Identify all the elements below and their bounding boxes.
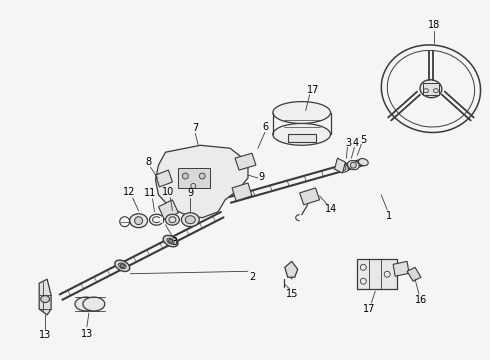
Circle shape [135, 217, 143, 225]
Text: 18: 18 [428, 20, 440, 30]
Polygon shape [178, 168, 210, 188]
Circle shape [169, 239, 172, 243]
Text: 6: 6 [263, 122, 269, 132]
Circle shape [120, 264, 124, 268]
Ellipse shape [75, 297, 97, 311]
Ellipse shape [420, 80, 442, 98]
Circle shape [350, 162, 356, 168]
Text: 10: 10 [162, 187, 174, 197]
Polygon shape [155, 170, 172, 187]
Polygon shape [235, 153, 256, 170]
Text: 17: 17 [307, 85, 320, 95]
Ellipse shape [339, 164, 348, 172]
Ellipse shape [41, 296, 49, 302]
Ellipse shape [273, 123, 331, 145]
Text: 9: 9 [259, 172, 265, 182]
Polygon shape [158, 200, 178, 220]
Polygon shape [357, 260, 397, 289]
Ellipse shape [83, 297, 105, 311]
Ellipse shape [166, 214, 179, 225]
Text: 12: 12 [122, 187, 135, 197]
Text: 1: 1 [386, 211, 392, 221]
Polygon shape [300, 188, 319, 205]
Text: 8: 8 [146, 157, 151, 167]
Ellipse shape [273, 102, 331, 123]
Circle shape [199, 173, 205, 179]
Text: 3: 3 [172, 237, 177, 247]
Text: 4: 4 [352, 138, 358, 148]
Polygon shape [407, 267, 421, 281]
Ellipse shape [115, 260, 130, 271]
Polygon shape [423, 83, 439, 95]
Text: 14: 14 [325, 204, 338, 214]
Circle shape [182, 173, 188, 179]
Ellipse shape [119, 263, 126, 269]
Text: 3: 3 [345, 138, 351, 148]
Polygon shape [232, 183, 252, 201]
Ellipse shape [185, 216, 196, 224]
Text: 2: 2 [249, 272, 255, 282]
Text: 15: 15 [286, 289, 298, 299]
Polygon shape [335, 158, 345, 173]
Text: 13: 13 [39, 330, 51, 340]
Ellipse shape [347, 161, 359, 170]
Text: 11: 11 [145, 188, 157, 198]
Text: 16: 16 [415, 295, 427, 305]
Text: 7: 7 [192, 123, 198, 134]
Polygon shape [39, 279, 51, 315]
Polygon shape [285, 261, 298, 277]
Text: 5: 5 [360, 135, 367, 145]
Text: 17: 17 [363, 304, 375, 314]
Text: 9: 9 [187, 188, 194, 198]
Polygon shape [155, 145, 248, 218]
Ellipse shape [163, 235, 178, 247]
Ellipse shape [167, 238, 174, 244]
Polygon shape [393, 261, 409, 276]
Ellipse shape [181, 213, 199, 227]
Polygon shape [288, 134, 316, 142]
Ellipse shape [130, 214, 147, 228]
Ellipse shape [359, 158, 368, 166]
Text: 13: 13 [81, 329, 93, 339]
